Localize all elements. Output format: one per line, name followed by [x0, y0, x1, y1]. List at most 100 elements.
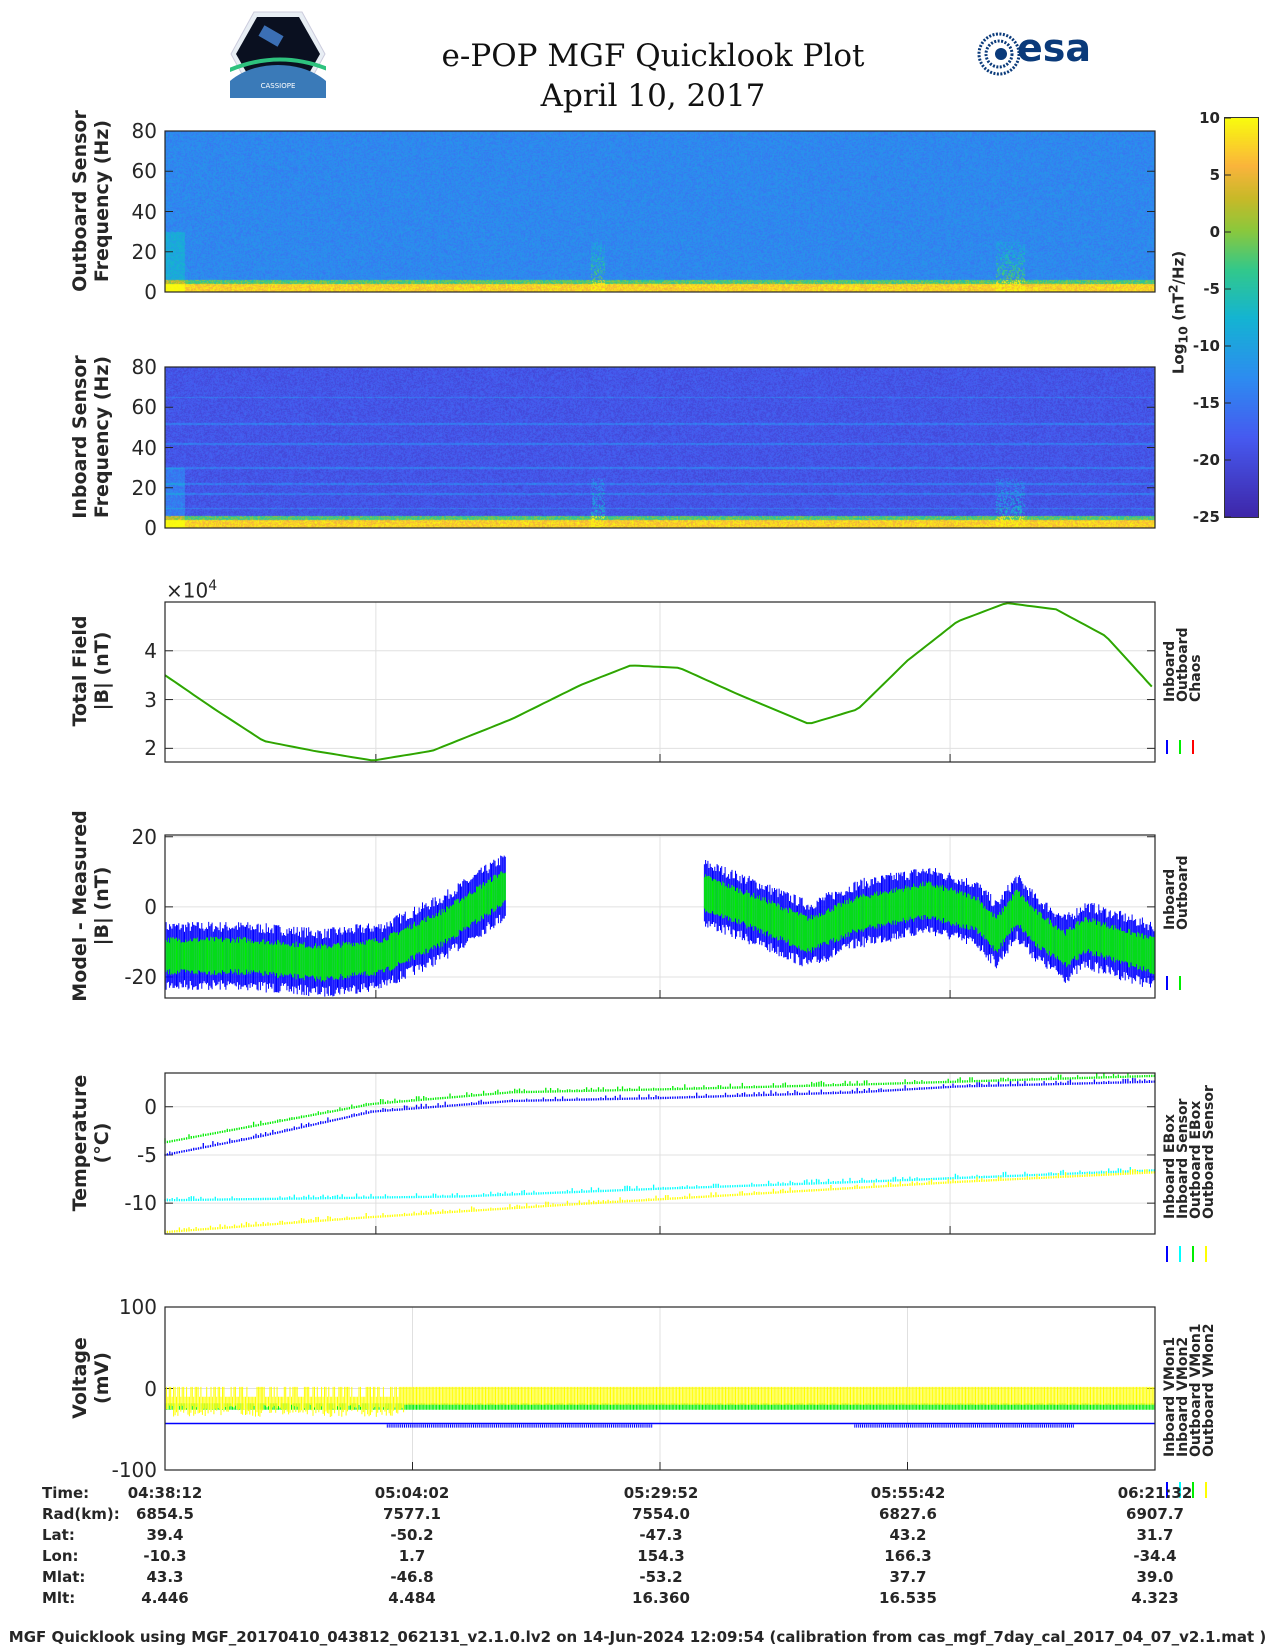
- colorbar-tick-label: -25: [1192, 508, 1220, 526]
- table-cell: 43.2: [889, 1526, 927, 1544]
- inboard-vmon2-line: [386, 1424, 1074, 1428]
- table-cell: 4.484: [388, 1589, 436, 1607]
- table-cell: 16.360: [632, 1589, 690, 1607]
- table-cell: 06:21:32: [1117, 1484, 1193, 1502]
- table-cell: 4.323: [1131, 1589, 1179, 1607]
- table-cell: 6854.5: [136, 1505, 194, 1523]
- esa-logo: esa: [977, 26, 1092, 76]
- axes-frame: [164, 1072, 1156, 1235]
- outboard-spectrogram-axes: [165, 130, 1155, 293]
- table-row-label: Mlat:: [42, 1568, 86, 1586]
- y-axis-label-units: Frequency (Hz): [91, 355, 113, 518]
- y-axis-label: Outboard Sensor: [69, 109, 91, 292]
- colorbar-label-sub: 10: [1175, 326, 1191, 344]
- legend-entry: Outboard VMon2: [1201, 1323, 1217, 1457]
- footer-note: MGF Quicklook using MGF_20170410_043812_…: [8, 1628, 1267, 1646]
- table-row-label: Lon:: [42, 1547, 79, 1565]
- colorbar-label-sup: 2: [1165, 284, 1181, 294]
- exponent-label: ×104: [166, 578, 217, 603]
- table-cell: -47.3: [639, 1526, 683, 1544]
- y-axis-label: Model - Measured: [69, 809, 91, 1002]
- y-tick-label: 0: [144, 1094, 157, 1119]
- table-cell: 7554.0: [632, 1505, 690, 1523]
- y-tick-label: 40: [131, 435, 157, 460]
- exponent-base: ×10: [166, 578, 209, 603]
- table-cell: -53.2: [639, 1568, 683, 1586]
- table-cell: -10.3: [143, 1547, 187, 1565]
- table-cell: 1.7: [398, 1547, 426, 1565]
- table-cell: 39.0: [1136, 1568, 1174, 1586]
- plot-date: April 10, 2017: [540, 78, 766, 114]
- table-cell: 05:04:02: [374, 1484, 450, 1502]
- outboard-residual-band: [703, 874, 1155, 975]
- axes-frame: [164, 366, 1156, 529]
- y-tick-label: 20: [131, 824, 157, 849]
- table-cell: 7577.1: [383, 1505, 441, 1523]
- colorbar-tick-label: -5: [1203, 280, 1220, 298]
- table-cell: 6827.6: [879, 1505, 937, 1523]
- table-cell: 16.535: [879, 1589, 937, 1607]
- table-cell: 4.446: [141, 1589, 189, 1607]
- y-tick-label: 60: [131, 159, 157, 184]
- axes-frame: [164, 834, 1156, 999]
- colorbar: [1224, 117, 1259, 518]
- table-row-label: Mlt:: [42, 1589, 76, 1607]
- colorbar-label-unit2: /Hz): [1169, 250, 1188, 285]
- y-axis-label: Inboard Sensor: [69, 354, 91, 519]
- y-tick-label: 20: [131, 239, 157, 264]
- table-cell: 05:29:52: [623, 1484, 699, 1502]
- table-cell: -50.2: [390, 1526, 434, 1544]
- y-tick-label: 2: [144, 736, 157, 761]
- temperature-axes: [165, 1073, 1155, 1234]
- legend-entry: Chaos: [1188, 654, 1204, 702]
- colorbar-tick-label: -15: [1192, 394, 1220, 412]
- colorbar-label: Log10 (nT2/Hz): [1166, 213, 1191, 413]
- plot-title: e-POP MGF Quicklook Plot: [441, 38, 865, 74]
- y-tick-label: 4: [144, 638, 157, 663]
- esa-logo-text: esa: [1017, 26, 1092, 70]
- y-tick-label: -20: [124, 964, 157, 989]
- y-axis-label: Total Field: [69, 615, 91, 727]
- inboard-spectrogram: [165, 367, 1155, 528]
- y-axis-label-units: (mV): [91, 1351, 113, 1404]
- y-tick-label: 0: [144, 516, 157, 540]
- colorbar-tick-label: 10: [1199, 109, 1220, 127]
- cassiope-logo: CASSIOPE: [230, 10, 326, 98]
- table-row-label: Time:: [42, 1484, 90, 1502]
- table-cell: 154.3: [637, 1547, 685, 1565]
- y-tick-label: -5: [137, 1142, 157, 1167]
- table-cell: 6907.7: [1126, 1505, 1184, 1523]
- table-row-label: Rad(km):: [42, 1505, 120, 1523]
- legend-entry: Outboard Sensor: [1201, 1085, 1217, 1219]
- colorbar-tick-label: -10: [1192, 337, 1220, 355]
- total-field-axes: [165, 602, 1155, 762]
- y-tick-label: 100: [118, 1295, 157, 1319]
- table-cell: 39.4: [146, 1526, 184, 1544]
- y-tick-label: -10: [124, 1191, 157, 1216]
- axes-frame: [164, 1306, 1156, 1471]
- y-axis-label-units: |B| (nT): [91, 631, 113, 711]
- exponent-power: 4: [208, 578, 218, 594]
- colorbar-tick-label: 5: [1209, 166, 1220, 184]
- y-tick-label: 60: [131, 395, 157, 420]
- y-tick-label: 0: [144, 894, 157, 919]
- table-cell: 166.3: [884, 1547, 932, 1565]
- colorbar-tick-label: -20: [1192, 451, 1220, 469]
- table-row-label: Lat:: [42, 1526, 75, 1544]
- y-tick-label: 40: [131, 199, 157, 224]
- table-cell: 05:55:42: [870, 1484, 946, 1502]
- table-cell: 04:38:12: [127, 1484, 203, 1502]
- y-tick-label: 20: [131, 475, 157, 500]
- y-axis-label-units: Frequency (Hz): [91, 119, 113, 282]
- y-tick-label: 0: [144, 280, 157, 304]
- chaos-total-field-line: [164, 602, 1153, 761]
- table-cell: 31.7: [1136, 1526, 1174, 1544]
- table-cell: 43.3: [146, 1568, 184, 1586]
- table-cell: -46.8: [390, 1568, 434, 1586]
- colorbar-tick-label: 0: [1209, 223, 1220, 241]
- y-tick-label: 0: [144, 1376, 157, 1401]
- y-tick-label: 80: [131, 119, 157, 143]
- table-cell: -34.4: [1133, 1547, 1177, 1565]
